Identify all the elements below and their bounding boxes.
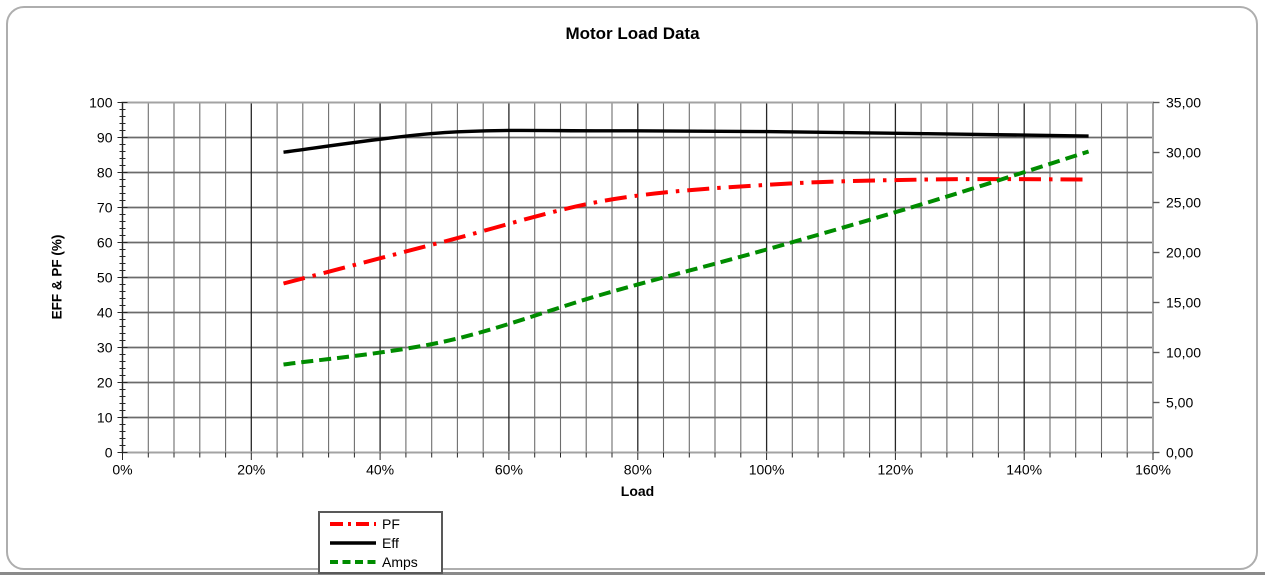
- svg-text:50: 50: [97, 270, 113, 286]
- svg-text:10: 10: [97, 410, 113, 426]
- svg-text:140%: 140%: [1006, 462, 1042, 478]
- svg-text:70: 70: [97, 200, 113, 216]
- chart-title: Motor Load Data: [565, 24, 700, 43]
- svg-text:120%: 120%: [877, 462, 913, 478]
- legend-line-sample-eff: [330, 540, 376, 545]
- svg-text:30: 30: [97, 340, 113, 356]
- x-axis-ticks: [122, 452, 1154, 460]
- legend-label-eff: Eff: [382, 534, 399, 551]
- x-axis-tick-labels: 0% 20% 40% 60% 80% 100% 120% 140% 160%: [112, 462, 1171, 478]
- svg-text:60: 60: [97, 235, 113, 251]
- svg-text:20,00: 20,00: [1166, 245, 1201, 261]
- svg-text:80: 80: [97, 165, 113, 181]
- svg-text:80%: 80%: [624, 462, 652, 478]
- x-axis-title: Load: [620, 483, 655, 499]
- svg-text:30,00: 30,00: [1166, 145, 1201, 161]
- svg-text:15,00: 15,00: [1166, 295, 1201, 311]
- svg-text:60%: 60%: [495, 462, 523, 478]
- svg-text:0,00: 0,00: [1166, 445, 1193, 461]
- svg-text:10,00: 10,00: [1166, 345, 1201, 361]
- legend-label-pf: PF: [382, 515, 400, 532]
- legend-label-amps: Amps: [382, 553, 418, 570]
- svg-text:90: 90: [97, 130, 113, 146]
- y-axis-right-ticks: [1153, 101, 1160, 454]
- svg-text:160%: 160%: [1135, 462, 1171, 478]
- bottom-divider: [0, 572, 1265, 575]
- legend-line-sample-pf: [330, 521, 376, 526]
- series-amps-line: [283, 149, 1090, 367]
- legend-item-amps: Amps: [329, 553, 441, 571]
- y-axis-left-tick-labels: 0 10 20 30 40 50 60 70 80 90 100: [89, 95, 113, 461]
- legend-item-pf: PF: [329, 515, 441, 533]
- legend: PF Eff Amps: [318, 511, 443, 574]
- svg-text:100: 100: [89, 95, 113, 111]
- series-eff-line: [283, 128, 1089, 154]
- y-axis-left-ticks: [117, 102, 128, 453]
- panel: [6, 6, 1258, 570]
- svg-text:0: 0: [105, 445, 113, 461]
- y-axis-right-tick-labels: 0,00 5,00 10,00 15,00 20,00 25,00 30,00 35,00: [1166, 95, 1201, 461]
- svg-text:0%: 0%: [112, 462, 132, 478]
- svg-text:5,00: 5,00: [1166, 395, 1193, 411]
- svg-text:40: 40: [97, 305, 113, 321]
- svg-text:100%: 100%: [749, 462, 785, 478]
- svg-text:20: 20: [97, 375, 113, 391]
- svg-text:20%: 20%: [237, 462, 265, 478]
- legend-line-sample-amps: [330, 559, 376, 564]
- svg-text:35,00: 35,00: [1166, 95, 1201, 111]
- series-pf-line: [282, 177, 1089, 286]
- svg-text:40%: 40%: [366, 462, 394, 478]
- svg-text:25,00: 25,00: [1166, 195, 1201, 211]
- legend-item-eff: Eff: [329, 534, 441, 552]
- grid-vertical-major: [250, 102, 1025, 453]
